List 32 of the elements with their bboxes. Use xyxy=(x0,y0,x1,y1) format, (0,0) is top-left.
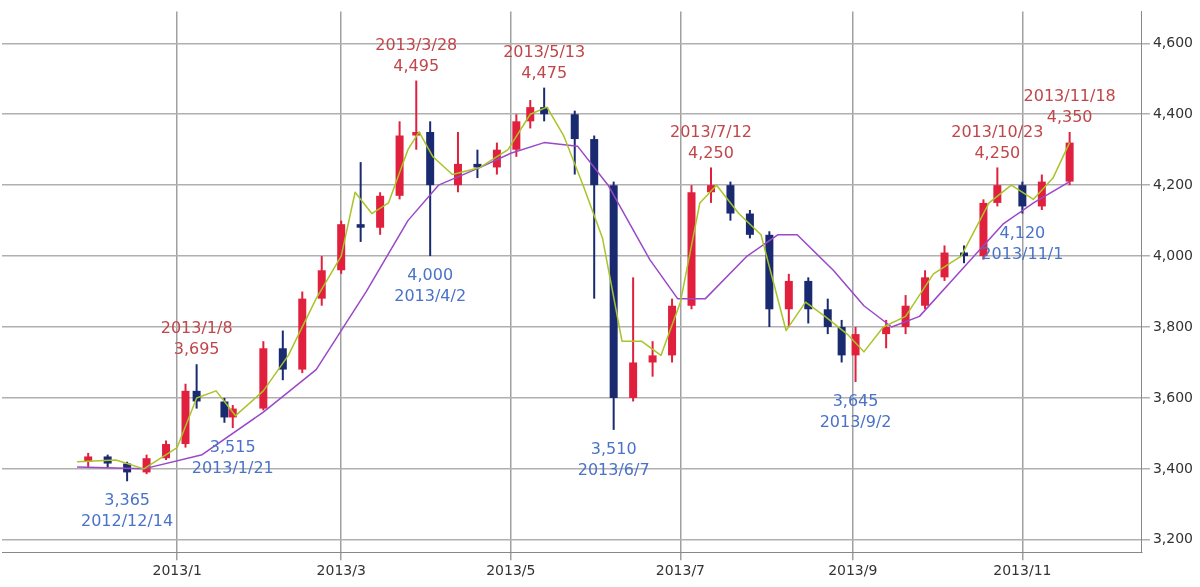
annotation: 2013/10/23 4,250 xyxy=(951,121,1044,162)
candlestick xyxy=(356,161,365,243)
annotation: 2013/1/8 3,695 xyxy=(160,318,233,359)
y-tick-label: 4,400 xyxy=(1152,104,1194,121)
x-tick-label: 2013/11 xyxy=(993,562,1052,579)
candlestick xyxy=(882,318,891,350)
annotation: 3,365 2012/12/14 xyxy=(81,490,174,531)
x-tick-label: 2013/3 xyxy=(316,562,366,579)
candlestick xyxy=(993,166,1002,208)
x-tick-label: 2013/5 xyxy=(486,562,536,579)
annotation: 2013/5/13 4,475 xyxy=(503,41,586,82)
x-tick-label: 2013/1 xyxy=(152,562,202,579)
y-tick-label: 3,200 xyxy=(1152,530,1194,547)
y-tick-label: 4,200 xyxy=(1152,175,1194,192)
candlestick xyxy=(220,396,229,424)
y-tick-label: 3,800 xyxy=(1152,317,1194,334)
annotation: 3,515 2013/1/21 xyxy=(191,437,274,478)
x-tick-label: 2013/7 xyxy=(655,562,706,579)
y-tick-label: 3,400 xyxy=(1152,459,1194,476)
candlestick xyxy=(1018,180,1027,215)
candlestick xyxy=(278,329,287,382)
annotation: 4,000 2013/4/2 xyxy=(394,265,467,306)
annotation: 2013/3/28 4,495 xyxy=(375,34,458,75)
candlestick xyxy=(648,340,657,378)
candlestick xyxy=(823,297,832,336)
y-tick-label: 3,600 xyxy=(1152,388,1194,405)
y-tick-label: 4,000 xyxy=(1152,246,1194,263)
annotation: 3,510 2013/6/7 xyxy=(577,439,650,480)
annotation: 3,645 2013/9/2 xyxy=(819,391,892,432)
y-tick-label: 4,600 xyxy=(1152,33,1194,50)
x-tick-label: 2013/9 xyxy=(828,562,878,579)
annotation: 2013/7/12 4,250 xyxy=(669,121,752,162)
